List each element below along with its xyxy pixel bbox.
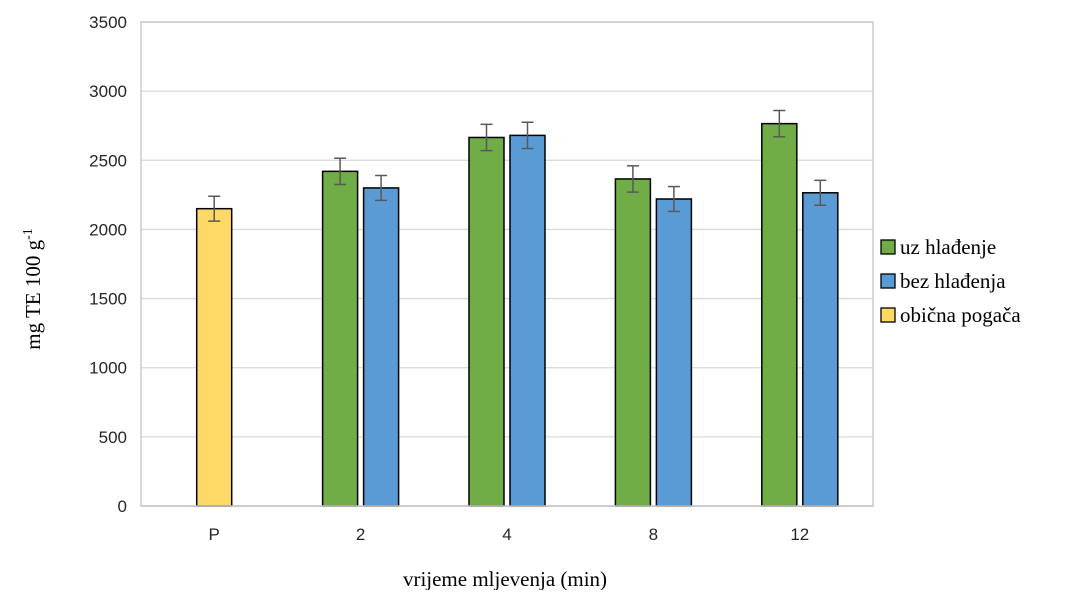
- y-tick-label: 3000: [89, 82, 127, 101]
- y-tick-label: 0: [118, 497, 127, 516]
- bar: [802, 192, 839, 507]
- y-axis-title: mg TE 100 g-1: [21, 228, 45, 350]
- x-tick-label: P: [209, 525, 220, 544]
- x-tick-label: 2: [356, 525, 365, 544]
- y-tick-label: 2000: [89, 220, 127, 239]
- bar: [614, 178, 652, 507]
- y-tick-label: 3500: [89, 13, 127, 32]
- axes: 0 500 1000 1500 2000 2500 3000 3500 P 2 4 8 12: [89, 13, 874, 544]
- legend-swatch: [880, 307, 896, 323]
- bars: [195, 109, 839, 507]
- legend-swatch: [880, 239, 896, 255]
- x-tick-label: 4: [502, 525, 511, 544]
- x-axis-title: vrijeme mljevenja (min): [403, 567, 607, 590]
- legend-swatch: [880, 273, 896, 289]
- bar: [362, 187, 400, 507]
- y-tick-label: 2500: [89, 151, 127, 170]
- y-axis-title-main: mg TE 100 g: [21, 239, 45, 349]
- legend-label: bez hlađenja: [900, 269, 1006, 293]
- bar: [509, 134, 546, 507]
- y-tick-label: 1500: [89, 290, 127, 309]
- bar: [195, 207, 233, 507]
- y-axis-title-exponent: -1: [21, 228, 36, 240]
- x-tick-label: 8: [649, 525, 658, 544]
- legend: uz hlađenje bez hlađenja obična pogača: [880, 235, 1021, 327]
- legend-label: obična pogača: [900, 303, 1021, 327]
- bar: [655, 198, 693, 507]
- bar: [321, 170, 359, 507]
- y-tick-label: 1000: [89, 359, 127, 378]
- legend-label: uz hlađenje: [900, 235, 996, 259]
- x-tick-label: 12: [790, 525, 809, 544]
- bar: [468, 136, 505, 507]
- y-tick-label: 500: [99, 428, 127, 447]
- bar: [761, 122, 798, 507]
